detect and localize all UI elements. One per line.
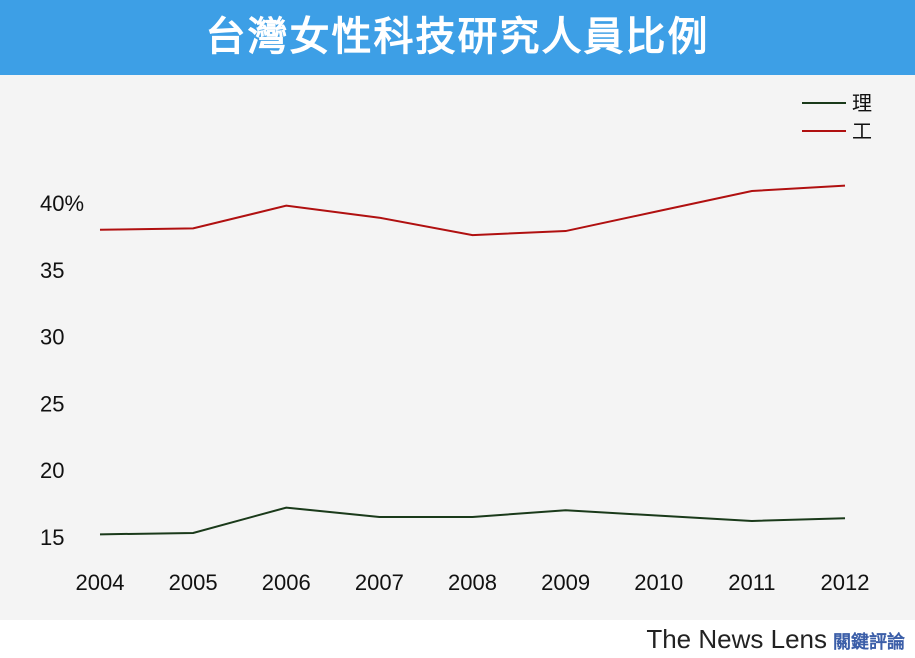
legend-label: 理	[852, 91, 872, 115]
footer-logo: The News Lens 關鍵評論	[646, 624, 905, 655]
x-tick-label: 2005	[169, 570, 218, 595]
y-tick-label: 20	[40, 458, 64, 483]
series-line-1	[99, 506, 846, 536]
y-tick-label: 40%	[40, 191, 84, 216]
series-line-2	[99, 184, 846, 237]
y-tick-label: 35	[40, 258, 64, 283]
x-tick-label: 2006	[262, 570, 311, 595]
y-tick-label: 25	[40, 391, 64, 416]
x-tick-label: 2004	[76, 570, 125, 595]
x-tick-label: 2011	[728, 570, 775, 595]
chart-title: 台灣女性科技研究人員比例	[0, 0, 915, 75]
x-tick-label: 2010	[634, 570, 683, 595]
legend-label: 工	[852, 119, 872, 143]
x-tick-label: 2007	[355, 570, 404, 595]
y-tick-label: 15	[40, 525, 64, 550]
brand-name: The News Lens	[646, 624, 827, 654]
x-tick-label: 2012	[821, 570, 870, 595]
plot-area	[0, 75, 915, 620]
line-chart: 15 20 25 30 35 40% 2004 2005 2006 2007 2008 2009 201…	[40, 91, 872, 595]
brand-name-cn: 關鍵評論	[833, 632, 905, 652]
y-tick-label: 30	[40, 325, 64, 350]
x-tick-label: 2008	[448, 570, 497, 595]
x-tick-label: 2009	[541, 570, 590, 595]
